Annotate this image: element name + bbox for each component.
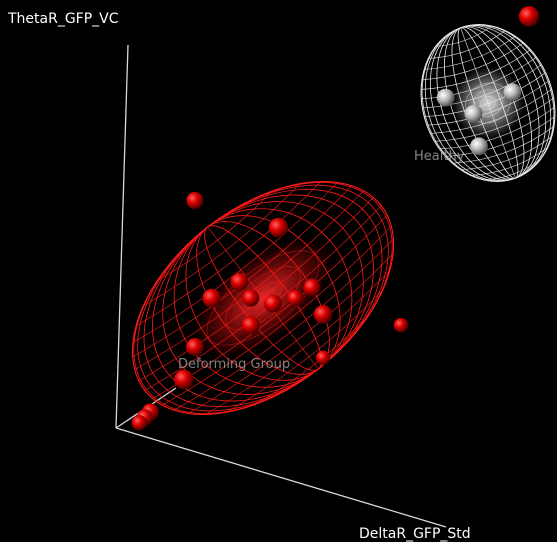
- ellipsoid-latitude-line: [135, 181, 321, 327]
- deforming-data-point: [393, 318, 409, 333]
- healthy-data-point: [464, 104, 483, 123]
- deforming-data-point: [242, 289, 260, 307]
- ellipsoid-latitude-line: [426, 80, 550, 126]
- ellipsoid-latitude-line: [439, 106, 555, 150]
- ellipsoid-inner-ring: [225, 266, 301, 330]
- ellipsoid-latitude-line: [421, 42, 524, 81]
- deforming-data-point: [315, 350, 331, 365]
- deforming-data-point: [313, 305, 333, 324]
- ellipsoid-latitude-line: [428, 30, 506, 59]
- ellipsoid-inner-ring: [480, 96, 496, 110]
- deforming-data-point: [131, 415, 147, 431]
- ellipsoid-latitude-line: [162, 226, 392, 406]
- ellipsoid-latitude-line: [254, 315, 369, 406]
- deforming-data-point: [202, 288, 221, 308]
- ellipsoid-latitude-line: [484, 159, 541, 181]
- ellipsoid-latitude-line: [430, 88, 552, 134]
- healthy-data-point: [436, 88, 455, 107]
- healthy-group-ellipsoid: [420, 24, 556, 182]
- deforming-group-label: Deforming Group: [178, 357, 290, 372]
- healthy-data-point: [503, 83, 522, 101]
- ellipsoid-latitude-line: [435, 25, 492, 47]
- ellipsoid-latitude-line: [421, 56, 537, 100]
- ellipsoid-latitude-line: [143, 183, 300, 307]
- y-axis-label: ThetaR_GFP_VC: [7, 11, 119, 27]
- deforming-data-point: [518, 6, 540, 27]
- ellipsoid-latitude-line: [174, 238, 394, 411]
- ellipsoid-latitude-line: [424, 72, 546, 118]
- ellipsoid-latitude-line: [132, 182, 338, 343]
- x-axis-label: DeltaR_GFP_Std: [359, 526, 471, 542]
- deforming-data-point: [186, 192, 204, 209]
- ellipsoid-latitude-line: [470, 147, 548, 176]
- deforming-data-point: [303, 278, 321, 296]
- ellipsoid-latitude-line: [422, 64, 542, 109]
- ellipsoid-latitude-line: [132, 185, 353, 358]
- ellipsoid-latitude-line: [188, 253, 394, 414]
- ellipsoid-core: [193, 238, 333, 358]
- ellipsoid-latitude-line: [421, 49, 531, 90]
- deforming-data-point: [241, 316, 260, 335]
- ellipsoid-latitude-line: [445, 116, 556, 157]
- deforming-data-point: [186, 338, 204, 356]
- deforming-data-point: [230, 272, 249, 291]
- deforming-data-point: [264, 294, 282, 313]
- data-points: [131, 6, 540, 431]
- deforming-data-point: [174, 369, 194, 390]
- ellipsoid-latitude-line: [434, 97, 554, 142]
- deforming-group-ellipsoid: [131, 181, 395, 415]
- ellipsoid-outline: [420, 24, 556, 182]
- ellipsoid-latitude-line: [205, 269, 391, 415]
- axes: ThetaR_GFP_VC DeltaR_GFP_Std: [7, 11, 471, 542]
- ellipsoid-latitude-line: [424, 36, 516, 70]
- ellipsoid-latitude-line: [452, 125, 555, 164]
- ellipsoid-latitude-line: [138, 197, 374, 382]
- x-axis-line: [115, 427, 447, 528]
- deforming-data-point: [287, 290, 304, 307]
- deforming-data-point: [268, 217, 289, 238]
- ellipsoid-latitude-line: [134, 190, 364, 370]
- y-axis-line: [115, 44, 129, 429]
- ellipsoid-outline: [131, 181, 395, 415]
- healthy-data-point: [470, 137, 488, 156]
- healthy-group-label: Healthy: [414, 149, 465, 164]
